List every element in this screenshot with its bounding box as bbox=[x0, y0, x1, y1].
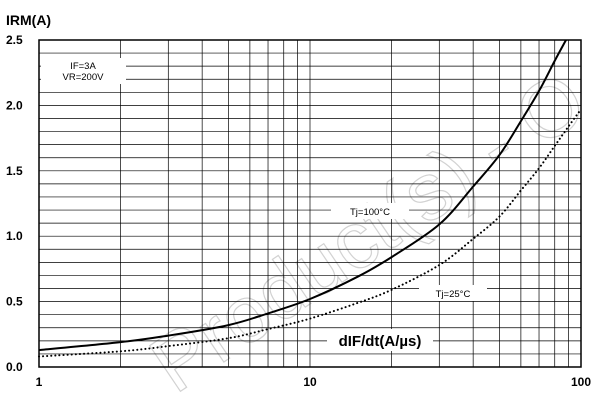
label-100c-bg bbox=[331, 203, 409, 219]
x-tick-label: 10 bbox=[303, 375, 317, 389]
x-tick-label: 100 bbox=[571, 375, 591, 389]
y-tick-label: 0.5 bbox=[6, 295, 23, 309]
x-tick-label: 1 bbox=[36, 375, 43, 389]
y-axis-title: IRM(A) bbox=[6, 12, 51, 28]
x-axis-title: dIF/dt(A/µs) bbox=[339, 333, 422, 350]
conditions-box bbox=[41, 58, 126, 84]
series-line-tj-25c bbox=[38, 108, 582, 358]
series-line-tj-100c bbox=[38, 39, 567, 351]
data-series bbox=[38, 39, 582, 358]
x-axis-title-bg bbox=[327, 329, 433, 351]
y-tick-label: 2.0 bbox=[6, 98, 23, 112]
annotation-tj-100c: Tj=100°C bbox=[350, 207, 390, 218]
x-tick-labels: 1 10 100 bbox=[36, 375, 592, 389]
annotation-tj-25c: Tj=25°C bbox=[436, 289, 471, 300]
condition-if: IF=3A bbox=[70, 61, 96, 72]
y-tick-label: 2.5 bbox=[6, 33, 23, 47]
y-tick-label: 1.0 bbox=[6, 229, 23, 243]
y-tick-labels: 0.0 0.5 1.0 1.5 2.0 2.5 bbox=[6, 33, 23, 374]
plot-area-border bbox=[38, 39, 582, 368]
y-tick-label: 1.5 bbox=[6, 164, 23, 178]
y-tick-label: 0.0 bbox=[6, 360, 23, 374]
label-25c-bg bbox=[419, 285, 487, 301]
condition-vr: VR=200V bbox=[63, 72, 105, 83]
